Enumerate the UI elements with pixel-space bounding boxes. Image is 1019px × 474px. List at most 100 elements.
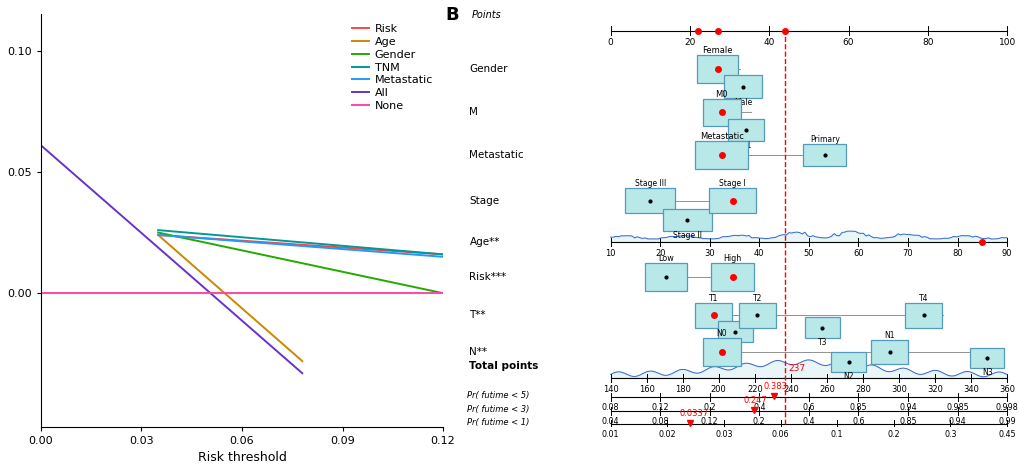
- Text: Female: Female: [702, 46, 733, 55]
- Risk: [436, 252, 448, 257]
- Text: 320: 320: [926, 385, 942, 394]
- All: [35, 142, 47, 148]
- Text: High: High: [722, 254, 741, 263]
- Line: Metastatic: Metastatic: [158, 235, 442, 257]
- Text: 360: 360: [998, 385, 1014, 394]
- Text: 220: 220: [746, 385, 762, 394]
- FancyBboxPatch shape: [625, 188, 675, 213]
- Risk: [152, 232, 164, 238]
- FancyBboxPatch shape: [723, 75, 761, 98]
- Text: Stage: Stage: [469, 196, 499, 206]
- Text: 20: 20: [684, 38, 695, 47]
- Text: Pr( futime < 3): Pr( futime < 3): [467, 405, 529, 414]
- Text: Pr( futime < 1): Pr( futime < 1): [467, 419, 529, 428]
- Text: Total points: Total points: [469, 361, 538, 371]
- Text: Metastatic: Metastatic: [699, 132, 743, 141]
- Text: 0.1: 0.1: [830, 430, 843, 439]
- Text: 0.03: 0.03: [714, 430, 732, 439]
- Line: TNM: TNM: [158, 230, 442, 255]
- Text: T3: T3: [816, 338, 826, 347]
- Text: 140: 140: [602, 385, 618, 394]
- Text: Gender: Gender: [469, 64, 507, 73]
- FancyBboxPatch shape: [802, 144, 846, 166]
- Text: T**: T**: [469, 310, 485, 320]
- Text: 0.0337: 0.0337: [679, 409, 707, 418]
- Text: 0.04: 0.04: [601, 417, 619, 426]
- Gender: [436, 291, 448, 296]
- FancyBboxPatch shape: [905, 303, 942, 328]
- FancyBboxPatch shape: [709, 188, 755, 213]
- Gender: [152, 230, 164, 236]
- Text: Stage I: Stage I: [718, 179, 745, 188]
- FancyBboxPatch shape: [830, 352, 865, 372]
- Text: 100: 100: [998, 38, 1015, 47]
- Legend: Risk, Age, Gender, TNM, Metastatic, All, None: Risk, Age, Gender, TNM, Metastatic, All,…: [347, 20, 437, 115]
- Text: Male: Male: [734, 98, 752, 107]
- Line: Age: Age: [158, 235, 302, 361]
- Text: 10: 10: [605, 249, 615, 258]
- FancyBboxPatch shape: [702, 337, 740, 365]
- Text: 90: 90: [1001, 249, 1011, 258]
- TNM: [152, 227, 164, 233]
- Y-axis label: Net benefit: Net benefit: [0, 185, 2, 255]
- X-axis label: Risk threshold: Risk threshold: [198, 451, 286, 464]
- Text: 0.94: 0.94: [899, 403, 916, 412]
- FancyBboxPatch shape: [717, 321, 752, 342]
- Text: 240: 240: [783, 385, 798, 394]
- TNM: [436, 252, 448, 257]
- Age: [296, 358, 308, 364]
- Text: 0.4: 0.4: [802, 417, 814, 426]
- Text: Points: Points: [472, 10, 501, 20]
- Text: 0.85: 0.85: [899, 417, 916, 426]
- Age: [152, 232, 164, 238]
- FancyBboxPatch shape: [694, 141, 748, 169]
- Text: N0: N0: [715, 328, 727, 337]
- Text: 0.12: 0.12: [700, 417, 717, 426]
- Text: 180: 180: [675, 385, 690, 394]
- Text: 40: 40: [753, 249, 764, 258]
- Text: 0.12: 0.12: [651, 403, 668, 412]
- FancyBboxPatch shape: [870, 339, 907, 364]
- FancyBboxPatch shape: [710, 263, 753, 292]
- Text: 80: 80: [952, 249, 962, 258]
- Text: Low: Low: [657, 254, 674, 263]
- Text: 0.02: 0.02: [658, 430, 676, 439]
- Text: 0.08: 0.08: [601, 403, 619, 412]
- Metastatic: [152, 232, 164, 238]
- Text: 0.3: 0.3: [944, 430, 956, 439]
- Text: 0.2: 0.2: [752, 417, 765, 426]
- Line: Gender: Gender: [158, 233, 442, 293]
- Text: 340: 340: [962, 385, 978, 394]
- Text: Primary: Primary: [809, 135, 839, 144]
- Text: 0.2: 0.2: [703, 403, 715, 412]
- Text: 40: 40: [763, 38, 774, 47]
- Text: 60: 60: [852, 249, 863, 258]
- FancyBboxPatch shape: [644, 263, 687, 292]
- Text: 0.998: 0.998: [995, 403, 1017, 412]
- FancyBboxPatch shape: [738, 303, 775, 328]
- FancyBboxPatch shape: [695, 303, 732, 328]
- Text: 0.06: 0.06: [771, 430, 789, 439]
- Text: T4: T4: [918, 294, 927, 303]
- FancyBboxPatch shape: [969, 348, 1003, 368]
- Text: Pr( futime < 5): Pr( futime < 5): [467, 391, 529, 400]
- Text: 0.4: 0.4: [752, 403, 765, 412]
- Text: 280: 280: [854, 385, 870, 394]
- Text: N3: N3: [981, 368, 991, 377]
- Line: All: All: [41, 145, 302, 373]
- Text: T1: T1: [708, 294, 717, 303]
- Text: 0.383: 0.383: [762, 382, 787, 391]
- Text: 0.45: 0.45: [998, 430, 1015, 439]
- Text: T0: T0: [730, 342, 740, 351]
- Text: Metastatic: Metastatic: [469, 150, 524, 160]
- Text: 0.6: 0.6: [851, 417, 864, 426]
- Text: 260: 260: [818, 385, 834, 394]
- Text: Age**: Age**: [469, 237, 499, 247]
- Text: N1: N1: [883, 330, 895, 339]
- Text: 60: 60: [842, 38, 854, 47]
- Text: M: M: [469, 108, 478, 118]
- All: [296, 370, 308, 376]
- Text: M1: M1: [740, 141, 751, 150]
- Text: 0.247: 0.247: [743, 396, 766, 405]
- Text: 0.94: 0.94: [948, 417, 965, 426]
